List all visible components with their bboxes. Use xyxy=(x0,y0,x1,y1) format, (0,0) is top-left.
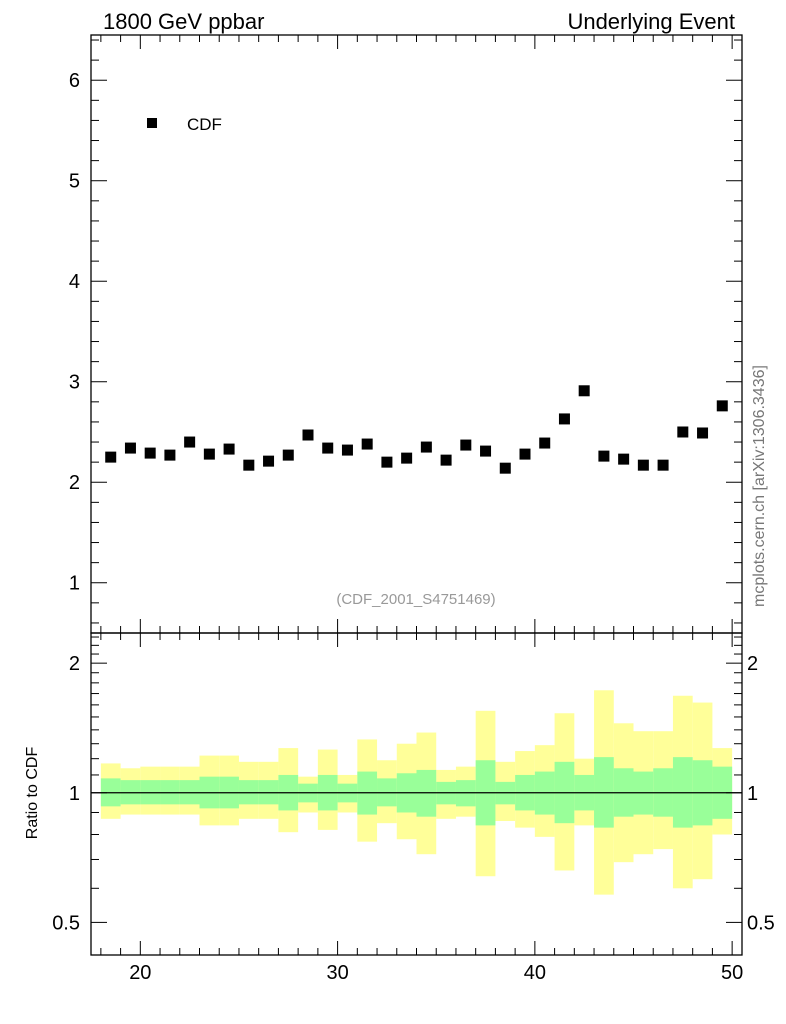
data-point xyxy=(716,400,728,412)
data-point xyxy=(164,449,176,461)
title-left: 1800 GeV ppbar xyxy=(103,9,264,34)
data-point xyxy=(203,448,215,460)
data-point xyxy=(243,459,255,471)
data-point xyxy=(440,454,452,466)
data-point xyxy=(480,445,492,457)
data-point xyxy=(519,448,531,460)
y-tick-label: 3 xyxy=(69,372,80,394)
x-tick-label: 20 xyxy=(129,962,151,984)
ratio-y-tick-label-left: 0.5 xyxy=(52,912,80,934)
y-tick-label: 6 xyxy=(69,70,80,92)
data-point xyxy=(105,451,117,463)
data-point xyxy=(499,462,511,474)
x-tick-label: 50 xyxy=(721,962,743,984)
data-point xyxy=(302,429,314,441)
data-point xyxy=(144,447,156,459)
data-point xyxy=(282,449,294,461)
ratio-y-tick-label-right: 1 xyxy=(747,783,758,805)
data-point xyxy=(184,436,196,448)
data-point xyxy=(657,459,669,471)
main-panel: 1 2 3 4 5 6 CDF (CDF_2001_S4751469) xyxy=(69,34,743,634)
y-tick-label: 5 xyxy=(69,171,80,193)
ratio-y-axis-label: Ratio to CDF xyxy=(24,747,41,840)
ratio-y-tick-label-left: 1 xyxy=(69,783,80,805)
mcplots-reference: mcplots.cern.ch [arXiv:1306.3436] xyxy=(751,365,768,607)
data-point xyxy=(697,427,709,439)
data-point xyxy=(637,459,649,471)
y-tick-label: 4 xyxy=(69,271,80,293)
data-point xyxy=(124,442,136,454)
x-tick-label: 40 xyxy=(524,962,546,984)
data-point xyxy=(598,450,610,462)
legend-marker xyxy=(147,118,157,128)
ratio-frame xyxy=(90,632,743,956)
data-point xyxy=(341,444,353,456)
data-point xyxy=(263,455,275,467)
data-point xyxy=(401,452,413,464)
ratio-y-tick-label-left: 2 xyxy=(69,653,80,675)
data-point xyxy=(322,442,334,454)
ratio-panel: 20 30 40 50 0.5 0.5 1 1 2 2 Ratio to CDF xyxy=(24,632,775,984)
title-right: Underlying Event xyxy=(567,9,735,34)
data-point xyxy=(677,426,689,438)
analysis-watermark: (CDF_2001_S4751469) xyxy=(336,591,495,608)
legend-label-cdf: CDF xyxy=(187,115,222,134)
ratio-y-tick-label-right: 2 xyxy=(747,653,758,675)
data-point xyxy=(223,443,235,455)
data-point xyxy=(539,437,551,449)
y-tick-label: 2 xyxy=(69,472,80,494)
data-point xyxy=(420,441,432,453)
ratio-y-tick-label-right: 0.5 xyxy=(747,912,775,934)
y-tick-label: 1 xyxy=(69,573,80,595)
data-point xyxy=(558,413,570,425)
data-point xyxy=(460,439,472,451)
data-point xyxy=(618,453,630,465)
data-point xyxy=(381,456,393,468)
x-tick-label: 30 xyxy=(326,962,348,984)
data-point xyxy=(578,385,590,397)
data-point xyxy=(361,438,373,450)
